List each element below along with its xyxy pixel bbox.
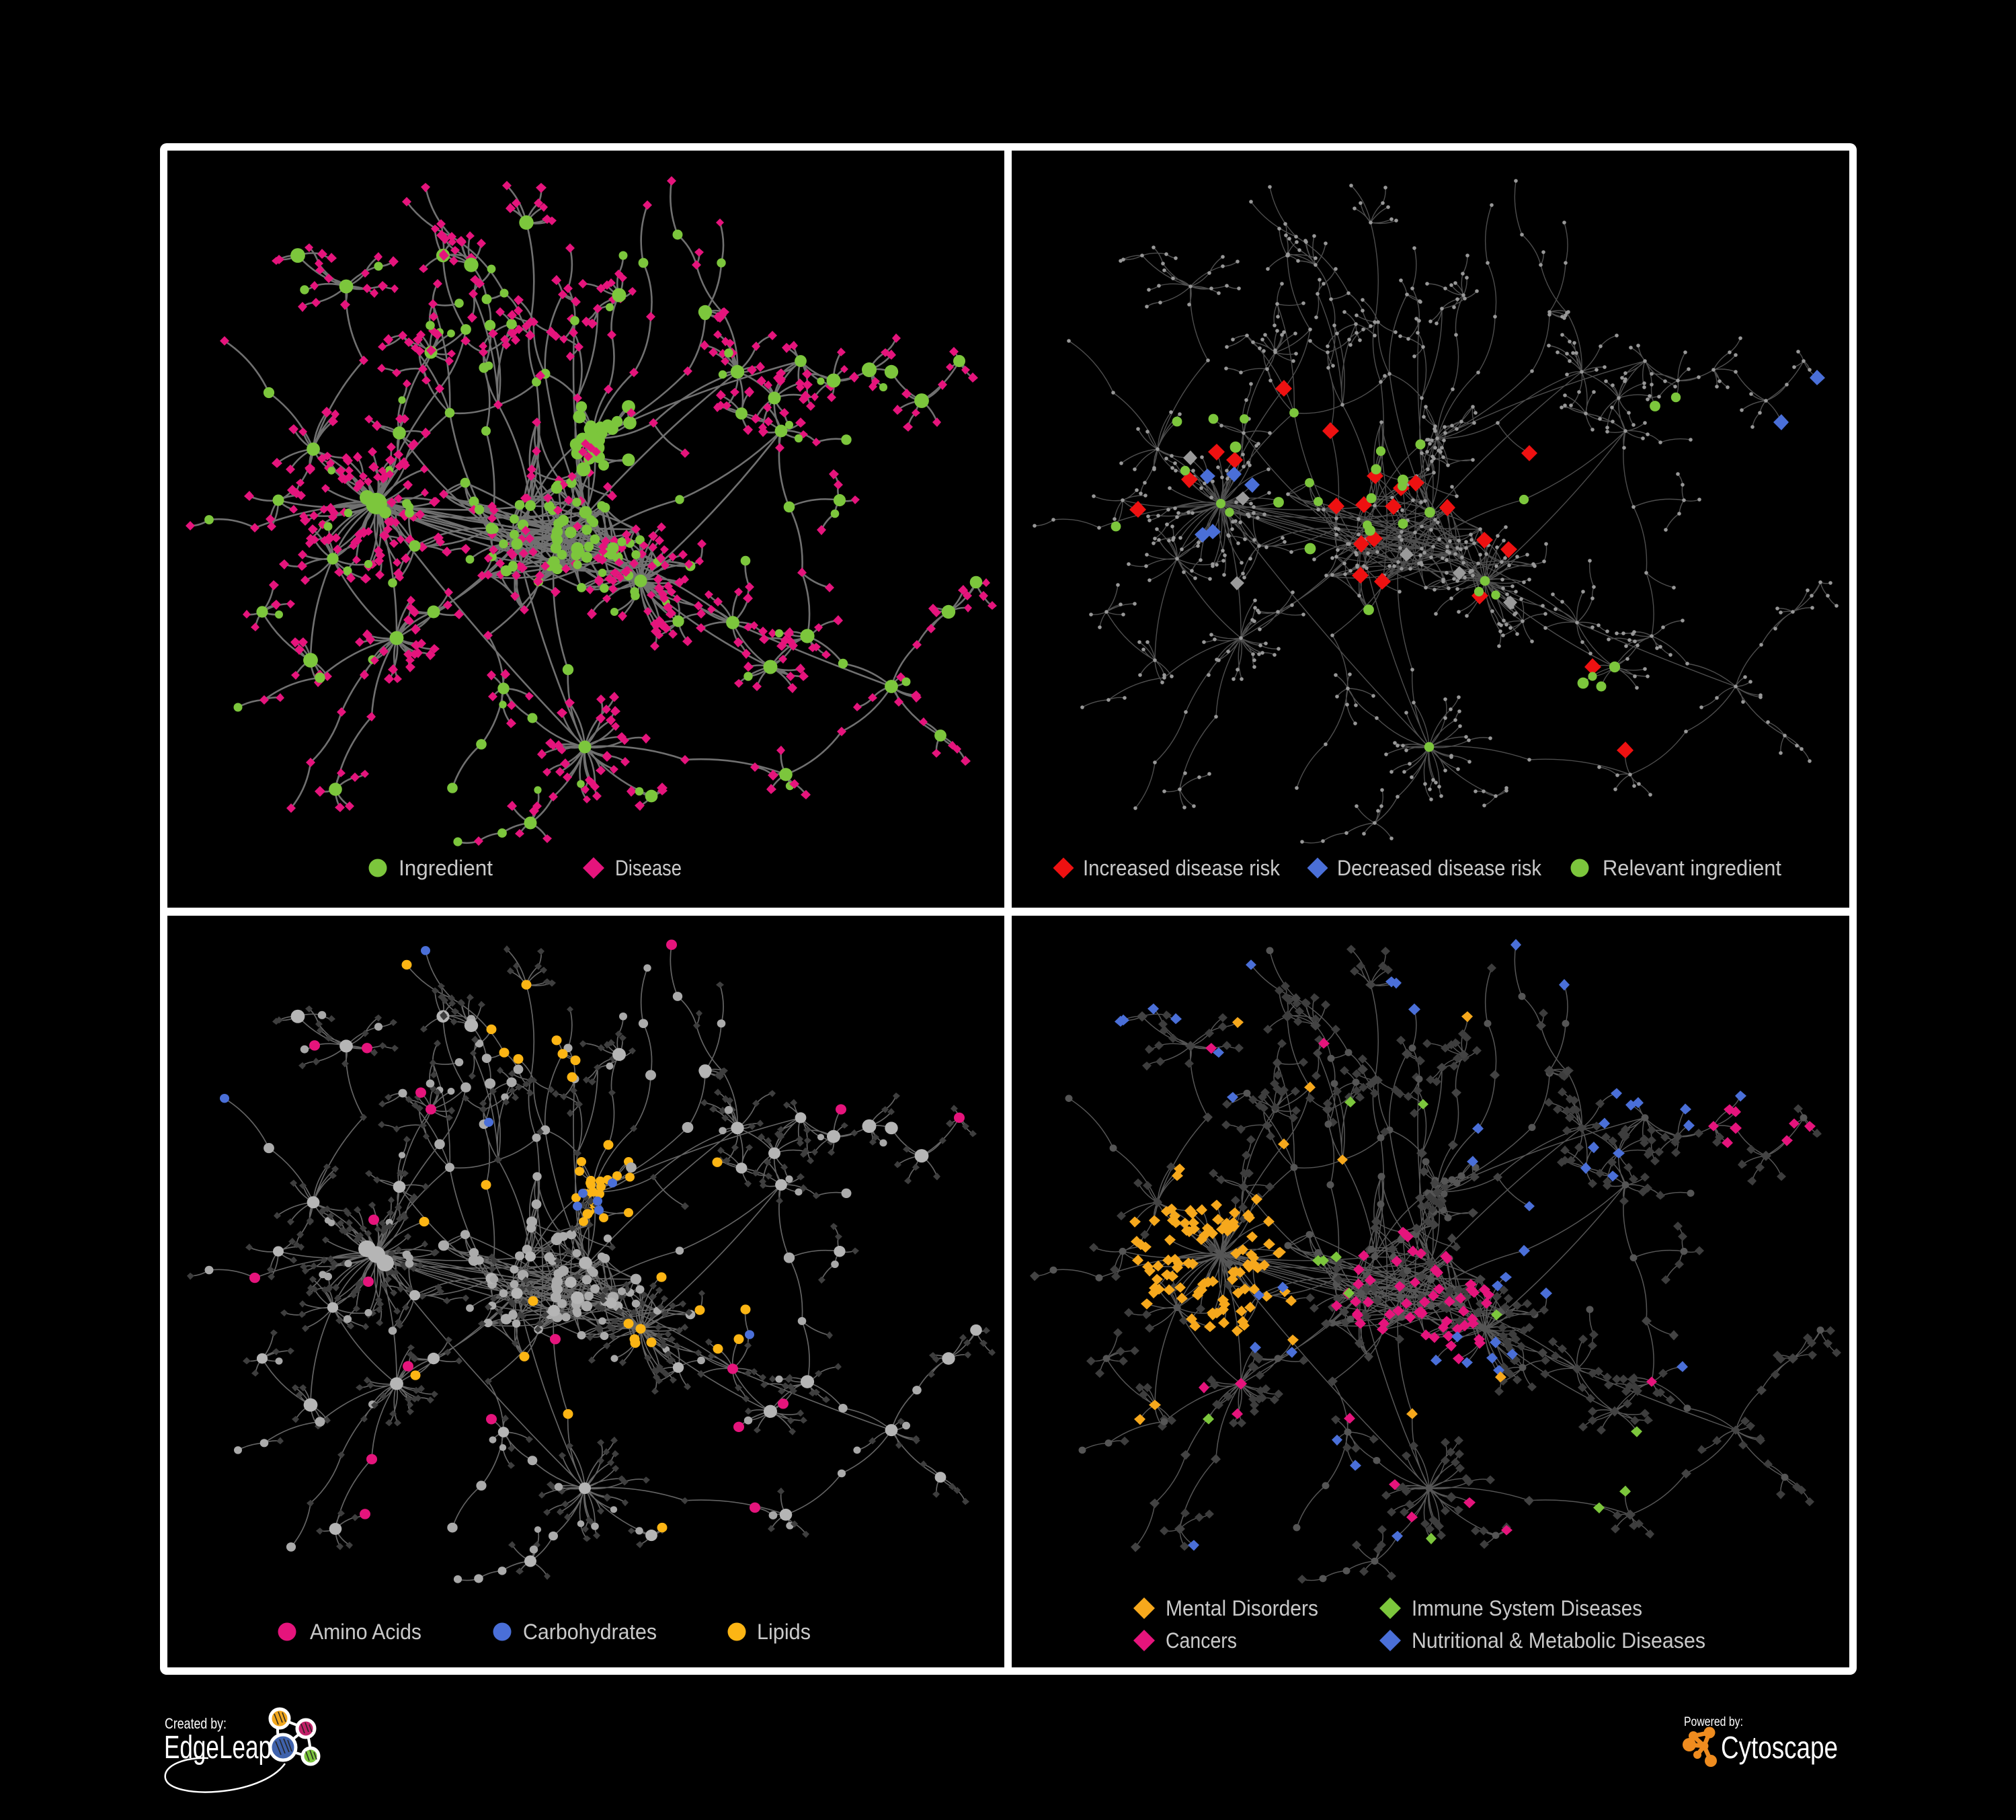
svg-text:Relevant ingredient: Relevant ingredient [1603, 856, 1781, 880]
svg-text:Disease: Disease [615, 856, 682, 880]
svg-text:Nutritional & Metabolic Diseas: Nutritional & Metabolic Diseases [1412, 1628, 1705, 1653]
svg-text:Amino Acids: Amino Acids [310, 1620, 421, 1644]
svg-text:Powered by:: Powered by: [1684, 1715, 1743, 1729]
svg-text:Immune System Diseases: Immune System Diseases [1412, 1596, 1642, 1620]
svg-text:Lipids: Lipids [757, 1620, 811, 1644]
svg-text:Decreased disease risk: Decreased disease risk [1337, 856, 1542, 880]
svg-text:Ingredient: Ingredient [399, 856, 493, 880]
svg-text:Cancers: Cancers [1166, 1628, 1237, 1653]
svg-text:Increased disease risk: Increased disease risk [1083, 856, 1281, 880]
svg-text:Carbohydrates: Carbohydrates [523, 1620, 657, 1644]
svg-text:Mental Disorders: Mental Disorders [1166, 1596, 1318, 1620]
svg-text:Cytoscape: Cytoscape [1721, 1730, 1838, 1765]
svg-text:EdgeLeap: EdgeLeap [164, 1730, 272, 1766]
svg-text:Created by:: Created by: [165, 1715, 227, 1732]
